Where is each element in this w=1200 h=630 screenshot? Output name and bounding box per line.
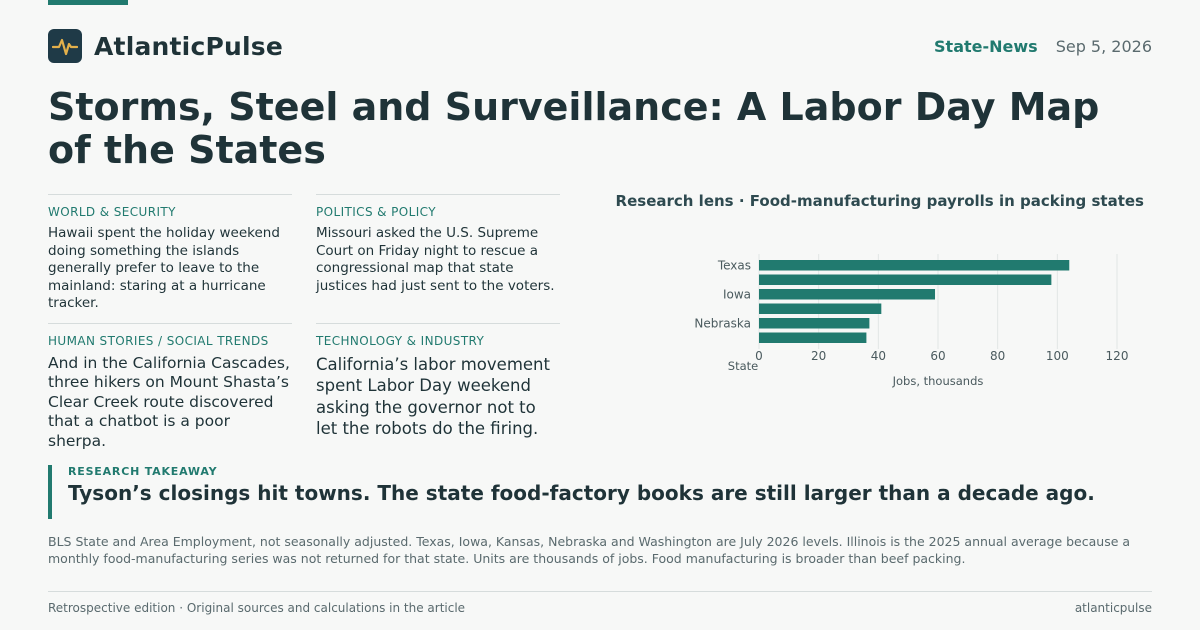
publish-date: Sep 5, 2026 — [1055, 36, 1152, 56]
bar — [759, 332, 867, 343]
tick-label: 100 — [1046, 349, 1069, 363]
brief-category: WORLD & SECURITY — [48, 205, 176, 219]
chart-title: Research lens · Food-manufacturing payro… — [615, 192, 1144, 210]
bar — [759, 318, 870, 329]
brand[interactable]: AtlanticPulse — [48, 29, 283, 63]
tick-label: 40 — [871, 349, 886, 363]
section-link[interactable]: State-News — [934, 36, 1038, 56]
research-chart-panel: Research lens · Food-manufacturing payro… — [600, 190, 1152, 400]
bar-chart: Texas Iowa Nebraska 0 20 40 60 80 100 120 State Job… — [694, 254, 1129, 388]
tick-label: 60 — [930, 349, 945, 363]
tick-label: 120 — [1106, 349, 1129, 363]
footer-edition-note: Retrospective edition · Original sources… — [48, 601, 466, 615]
bar — [759, 289, 936, 300]
site-header: AtlanticPulse State-News Sep 5, 2026 — [48, 28, 1152, 64]
tick-label: 20 — [811, 349, 826, 363]
brief-category: HUMAN STORIES / SOCIAL TRENDS — [48, 333, 269, 348]
brief-category: POLITICS & POLICY — [316, 205, 436, 219]
page-headline: Storms, Steel and Surveillance: A Labor … — [48, 85, 1100, 172]
brief-summary: Missouri asked the U.S. Supreme Court on… — [316, 225, 555, 294]
research-takeaway: RESEARCH TAKEAWAY Tyson’s closings hit t… — [48, 465, 1152, 519]
takeaway-label: RESEARCH TAKEAWAY — [68, 465, 218, 478]
brief-grid: WORLD & SECURITY Hawaii spent the holida… — [48, 194, 560, 451]
pulse-icon — [48, 29, 82, 63]
bar — [759, 303, 882, 314]
brand-name: AtlanticPulse — [94, 31, 284, 61]
takeaway-text: Tyson’s closings hit towns. The state fo… — [68, 481, 1095, 505]
x-axis-label: Jobs, thousands — [892, 374, 984, 388]
brief-card[interactable]: TECHNOLOGY & INDUSTRY California’s labor… — [316, 322, 560, 452]
brief-card[interactable]: HUMAN STORIES / SOCIAL TRENDS And in the… — [48, 322, 292, 452]
source-note: BLS State and Area Employment, not seaso… — [48, 534, 1131, 566]
category-label: Iowa — [723, 288, 751, 302]
brief-summary: Hawaii spent the holiday weekend doing s… — [48, 225, 280, 312]
y-axis-label: State — [728, 359, 758, 373]
brief-card[interactable]: WORLD & SECURITY Hawaii spent the holida… — [48, 194, 292, 313]
brief-summary: California’s labor movement spent Labor … — [316, 354, 550, 439]
brief-card[interactable]: POLITICS & POLICY Missouri asked the U.S… — [316, 194, 560, 313]
footer-site-link[interactable]: atlanticpulse — [1074, 601, 1152, 615]
category-label: Texas — [717, 259, 751, 273]
tick-label: 0 — [755, 349, 763, 363]
tick-label: 80 — [990, 349, 1005, 363]
bar — [759, 260, 1070, 271]
brief-summary: And in the California Cascades, three hi… — [48, 353, 290, 450]
top-accent-bar — [48, 0, 128, 5]
brief-category: TECHNOLOGY & INDUSTRY — [316, 333, 485, 348]
bar — [759, 274, 1052, 285]
page-footer: Retrospective edition · Original sources… — [48, 591, 1152, 621]
category-label: Nebraska — [694, 317, 751, 331]
